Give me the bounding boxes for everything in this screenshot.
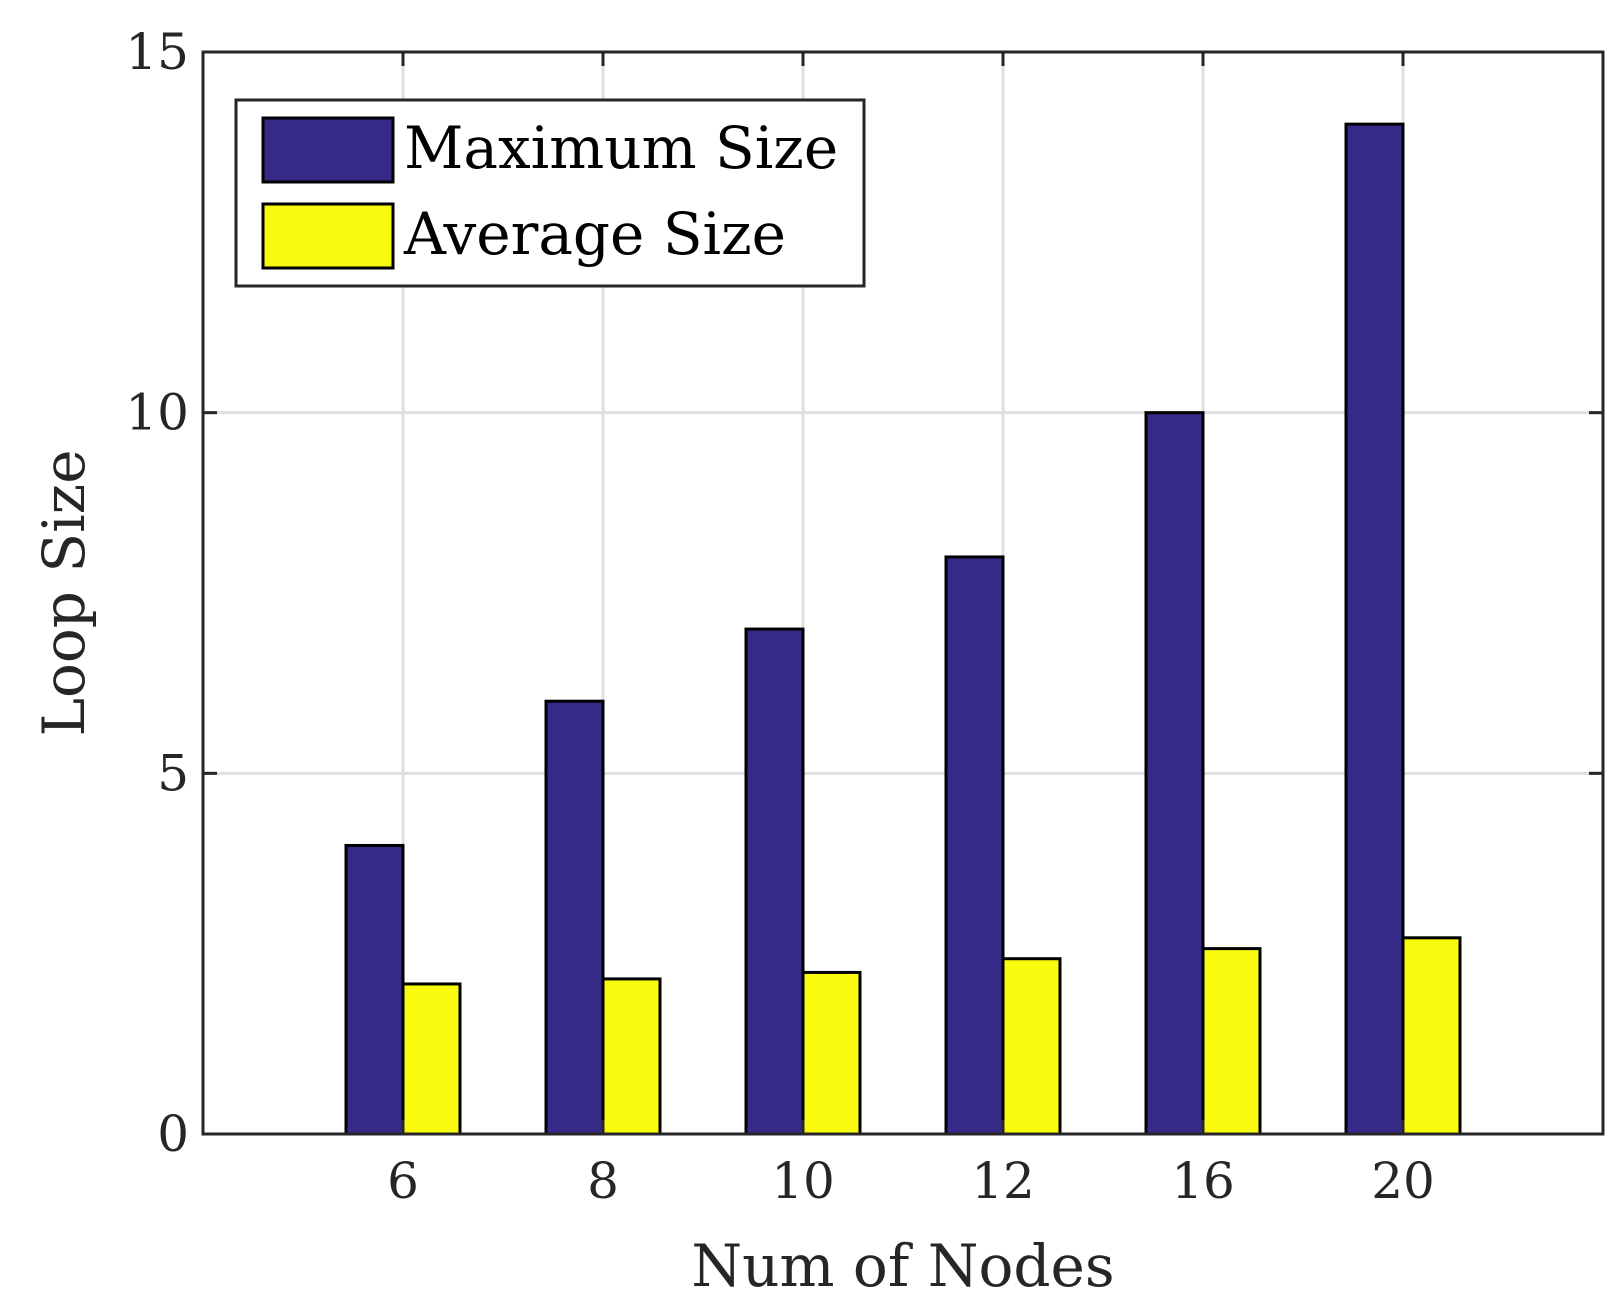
x-tick-label: 6	[387, 1152, 419, 1210]
legend-label-maximum-size: Maximum Size	[404, 114, 838, 182]
axes-box	[201, 50, 1605, 1136]
x-tick-label: 16	[1171, 1152, 1235, 1210]
y-tick-label: 10	[125, 384, 189, 442]
legend: Maximum Size Average Size	[234, 98, 866, 288]
bar-average-size-10	[801, 970, 862, 1136]
ticks	[203, 50, 1603, 1136]
bar-average-size-20	[1401, 936, 1462, 1136]
tick-labels: 6 8 10 12 16 20 0 5 10 15	[125, 23, 1434, 1210]
legend-swatch-maximum-size	[261, 116, 395, 184]
x-tick-label: 8	[587, 1152, 619, 1210]
bar-maximum-size-12	[944, 555, 1005, 1136]
bar-average-size-6	[401, 982, 462, 1136]
x-tick-label: 10	[771, 1152, 835, 1210]
bar-maximum-size-6	[344, 843, 405, 1136]
bar-maximum-size-10	[744, 627, 805, 1136]
y-tick-label: 5	[157, 744, 189, 802]
bars	[344, 122, 1462, 1136]
bar-maximum-size-16	[1144, 411, 1205, 1136]
x-tick-label: 20	[1371, 1152, 1435, 1210]
x-axis-label: Num of Nodes	[691, 1232, 1114, 1300]
y-tick-label: 15	[125, 23, 189, 81]
legend-swatch-average-size	[261, 202, 395, 270]
legend-label-average-size: Average Size	[403, 200, 786, 268]
bar-maximum-size-20	[1344, 122, 1405, 1136]
bar-maximum-size-8	[544, 699, 605, 1136]
bar-average-size-16	[1201, 947, 1262, 1136]
bar-average-size-8	[601, 977, 662, 1136]
y-tick-label: 0	[157, 1105, 189, 1163]
bar-average-size-12	[1001, 957, 1062, 1136]
x-tick-label: 12	[971, 1152, 1035, 1210]
y-axis-label: Loop Size	[30, 449, 98, 736]
